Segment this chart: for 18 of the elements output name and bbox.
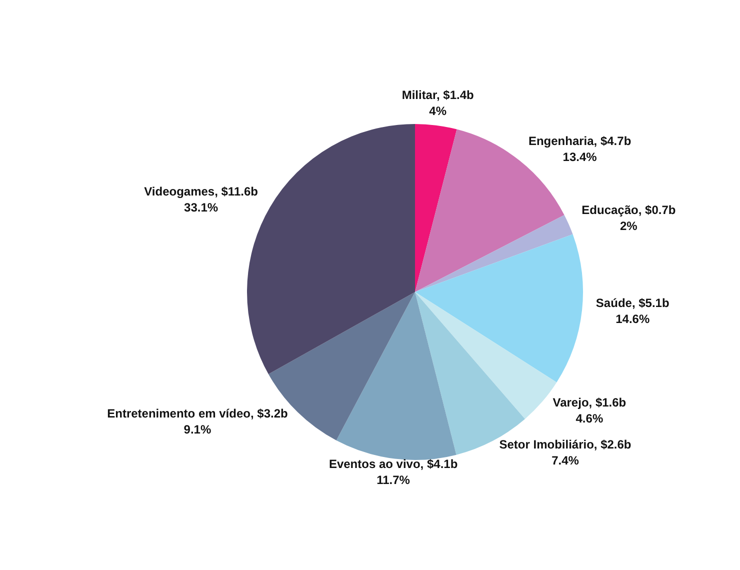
slice-label: Setor Imobiliário, $2.6b (499, 438, 632, 452)
slice-label: Educação, $0.7b (582, 203, 676, 218)
slice-label: Videogames, $11.6b (144, 184, 258, 198)
slice-label: Militar, $1.4b (402, 88, 474, 102)
slice-label: Entretenimento em vídeo, $3.2b (107, 406, 288, 421)
data-label: 4.6% (576, 411, 604, 426)
data-label: 4% (429, 104, 447, 118)
data-label: 2% (620, 219, 638, 234)
slice-label: Engenharia, $4.7b (528, 134, 632, 148)
slice-label: Saúde, $5.1b (596, 296, 670, 310)
data-label: 14.6% (616, 312, 650, 326)
data-label: 13.4% (562, 150, 598, 164)
data-label: 11.7% (376, 473, 410, 488)
slice-label: Varejo, $1.6b (552, 395, 626, 410)
data-label: 7.4% (552, 454, 580, 468)
data-label: 9.1% (184, 422, 212, 437)
data-label: 33.1% (184, 200, 218, 214)
slice-label: Eventos ao vivo, $4.1b (328, 457, 458, 472)
